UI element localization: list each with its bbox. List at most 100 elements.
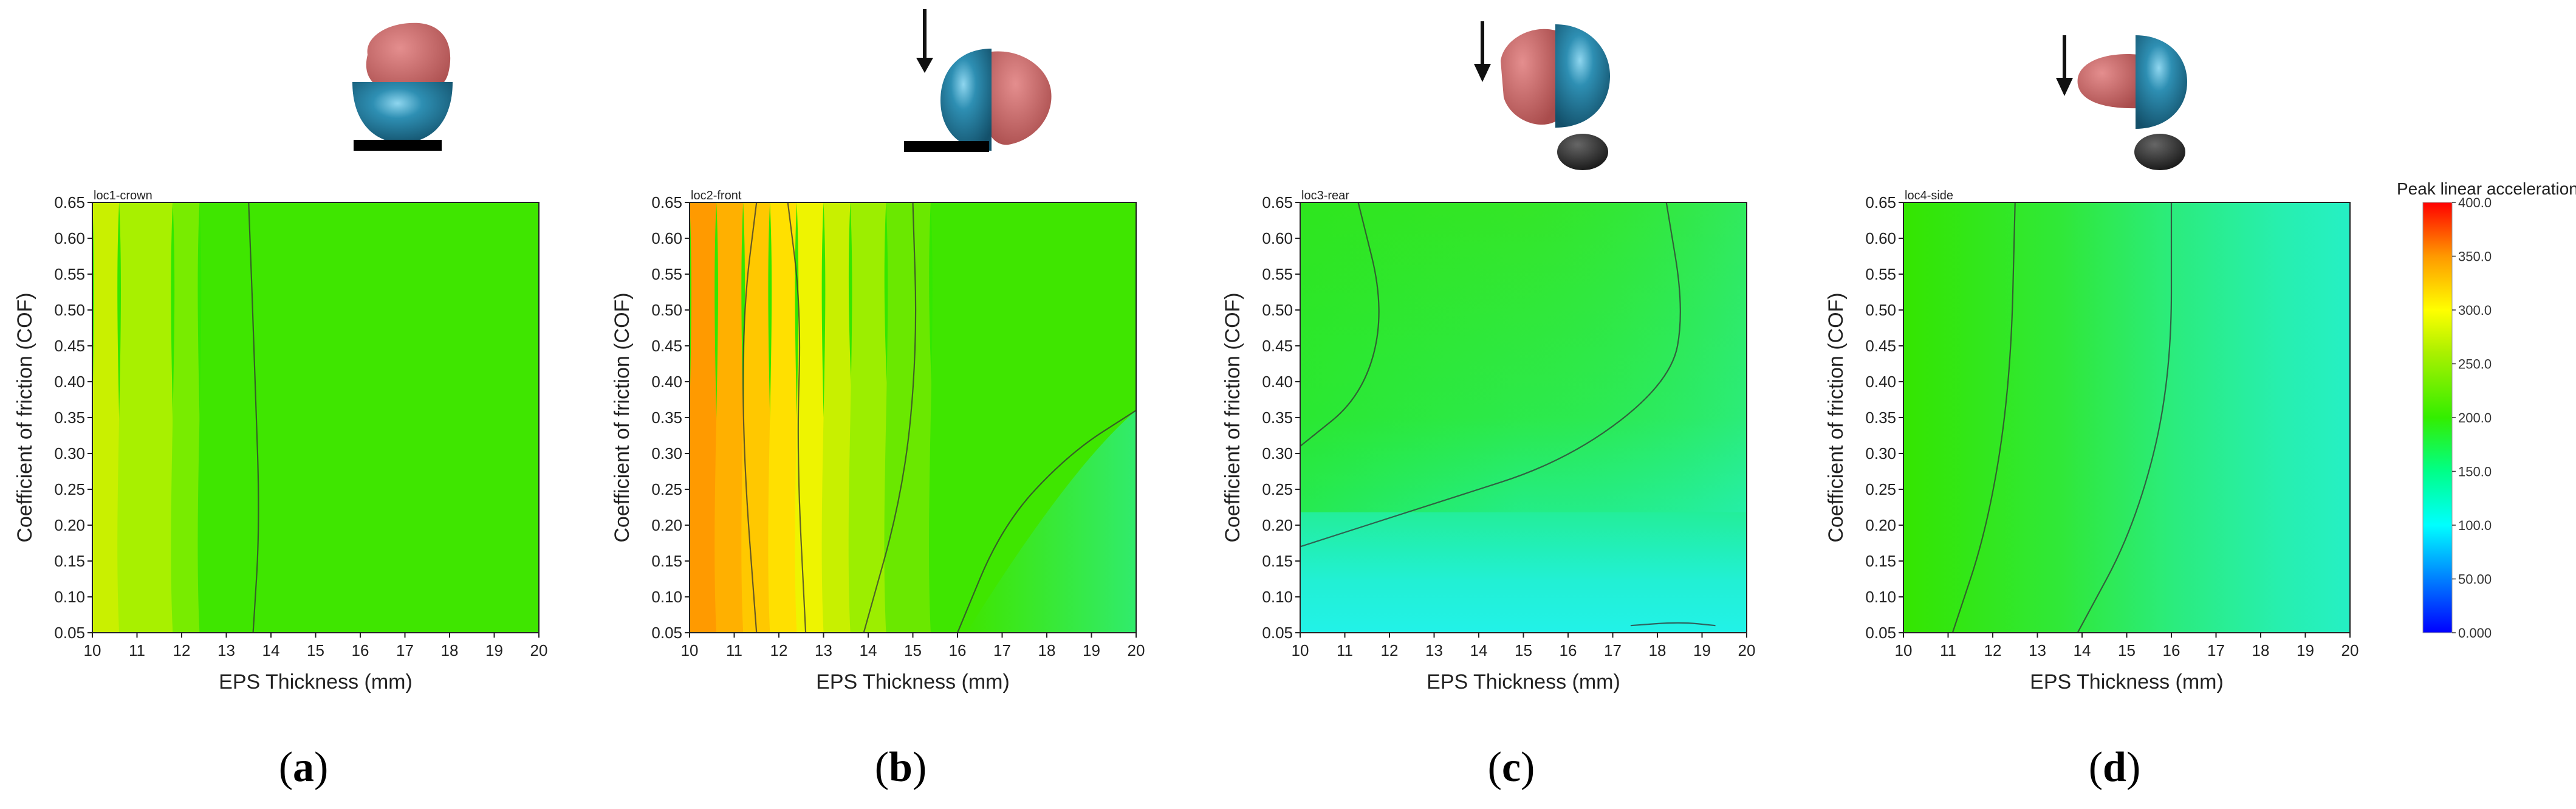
- contour-line: [1630, 622, 1716, 627]
- y-tick-label: 0.60: [1262, 229, 1293, 247]
- x-tick-label: 14: [2074, 641, 2091, 659]
- colorbar-tick-label: 200.0: [2458, 410, 2492, 425]
- x-tick-label: 15: [307, 641, 324, 659]
- y-tick-label: 0.50: [54, 301, 85, 319]
- anvil-bar-crown: [354, 140, 442, 151]
- x-tick-label: 16: [2163, 641, 2180, 659]
- head-model-rear: [1501, 29, 1555, 125]
- y-tick-label: 0.35: [54, 408, 85, 427]
- y-tick-label: 0.30: [54, 444, 85, 463]
- x-tick-label: 18: [1649, 641, 1667, 659]
- panel-label-close: ): [913, 744, 927, 791]
- y-tick-label: 0.35: [1262, 408, 1293, 427]
- y-tick-label: 0.25: [1865, 480, 1896, 498]
- contour-field: [1903, 202, 2350, 633]
- x-tick-label: 11: [1940, 641, 1956, 659]
- colorbar-ticks: 0.000 50.00 100.0 150.0 200.0 250.0 300.0 350.0…: [2452, 195, 2492, 641]
- chart-loc1-crown: loc1-crown 10 11 12 13 14 15 16 17 18 19 20 0.05 0.10…: [13, 189, 547, 791]
- contour-band: [714, 202, 745, 633]
- y-tick-label: 0.45: [1262, 337, 1293, 355]
- colorbar-tick-label: 50.00: [2458, 572, 2492, 587]
- x-tick-label: 16: [352, 641, 369, 659]
- chart-loc3-rear: loc3-rear 10 11 12 13 14 15 16 17 18 19 20 0.05 0.10 0…: [1221, 189, 1755, 791]
- x-tick-label: 19: [485, 641, 503, 659]
- colorbar: Peak linear acceleration (g) 0.000 50.00 1…: [2397, 179, 2576, 641]
- y-tick-label: 0.15: [1262, 552, 1293, 570]
- y-tick-label: 0.05: [1262, 624, 1293, 642]
- contour-line: [863, 202, 917, 633]
- y-tick-label: 0.65: [1865, 193, 1896, 212]
- x-tick-label: 19: [2297, 641, 2314, 659]
- x-tick-label: 15: [904, 641, 922, 659]
- x-tick-label: 13: [218, 641, 235, 659]
- y-tick-label: 0.20: [651, 516, 682, 534]
- x-tick-label: 17: [2207, 641, 2225, 659]
- helmet-side: [2136, 35, 2187, 129]
- x-tick-label: 18: [441, 641, 459, 659]
- panel-label-open: (: [279, 744, 293, 791]
- y-tick-label: 0.35: [1865, 408, 1896, 427]
- contour-line: [248, 202, 259, 633]
- impact-arrow-shaft-rear: [1481, 21, 1484, 67]
- contour-line: [1951, 202, 2016, 633]
- chart-loc4-side: loc4-side 10 11 12 13 14 15 16 17 18 19 20 0.05 0.10 0…: [1824, 189, 2358, 791]
- x-tick-label: 10: [1292, 641, 1309, 659]
- y-tick-label: 0.20: [1865, 516, 1896, 534]
- y-tick-label: 0.45: [54, 337, 85, 355]
- x-tick-label: 20: [530, 641, 548, 659]
- y-tick-label: 0.20: [54, 516, 85, 534]
- head-model-crown: [366, 22, 451, 95]
- x-tick-label: 13: [815, 641, 832, 659]
- contour-band: [117, 202, 175, 633]
- panel-label-close: ): [2126, 744, 2140, 791]
- panel-label-letter: a: [293, 744, 314, 791]
- y-tick-label: 0.60: [54, 229, 85, 247]
- x-tick-label: 18: [1038, 641, 1056, 659]
- y-tick-label: 0.15: [1865, 552, 1896, 570]
- x-tick-label: 12: [1381, 641, 1399, 659]
- contour-band: [690, 202, 718, 633]
- y-tick-label: 0.10: [1262, 588, 1293, 606]
- contour-band: [92, 202, 121, 633]
- impact-arrow-shaft-front: [923, 9, 927, 61]
- plot-label: loc4-side: [1905, 189, 1953, 202]
- panel-label-open: (: [2089, 744, 2103, 791]
- x-tick-label: 16: [1560, 641, 1577, 659]
- y-tick-label: 0.65: [651, 193, 682, 212]
- y-tick-label: 0.35: [651, 408, 682, 427]
- field-background: [1903, 202, 2350, 633]
- contour-field: [92, 202, 539, 633]
- x-tick-label: 10: [1895, 641, 1913, 659]
- helmet-front: [940, 49, 992, 151]
- y-tick-label: 0.30: [1865, 444, 1896, 463]
- head-model-side: [2077, 54, 2139, 109]
- impact-arrow-shaft-side: [2063, 35, 2066, 81]
- contour-band-low: [966, 410, 1136, 633]
- colorbar-tick-label: 150.0: [2458, 464, 2492, 480]
- y-tick-label: 0.45: [651, 337, 682, 355]
- x-tick-label: 17: [1604, 641, 1622, 659]
- panel-label-letter: d: [2103, 744, 2126, 791]
- x-tick-label: 10: [84, 641, 101, 659]
- contour-line: [1300, 202, 1380, 447]
- plot-label: loc3-rear: [1301, 189, 1349, 202]
- panel-label-open: (: [875, 744, 889, 791]
- contour-band: [197, 202, 539, 633]
- y-tick-label: 0.40: [1262, 373, 1293, 391]
- colorbar-title: Peak linear acceleration (g): [2397, 179, 2576, 198]
- x-tick-label: 17: [396, 641, 414, 659]
- y-tick-label: 0.55: [1865, 265, 1896, 283]
- impact-arrow-head-front: [916, 58, 933, 73]
- x-tick-label: 19: [1693, 641, 1711, 659]
- y-tick-label: 0.50: [1865, 301, 1896, 319]
- y-axis-label: Coefficient of friction (COF): [1824, 292, 1848, 542]
- y-tick-label: 0.40: [651, 373, 682, 391]
- panel-label: (b): [875, 744, 927, 791]
- panel-label: (d): [2089, 744, 2141, 791]
- x-tick-label: 11: [1337, 641, 1353, 659]
- field-overlay: [1300, 202, 1747, 512]
- x-tick-label: 15: [1515, 641, 1532, 659]
- contour-field: [690, 202, 1136, 633]
- x-axis-label: EPS Thickness (mm): [2030, 670, 2224, 694]
